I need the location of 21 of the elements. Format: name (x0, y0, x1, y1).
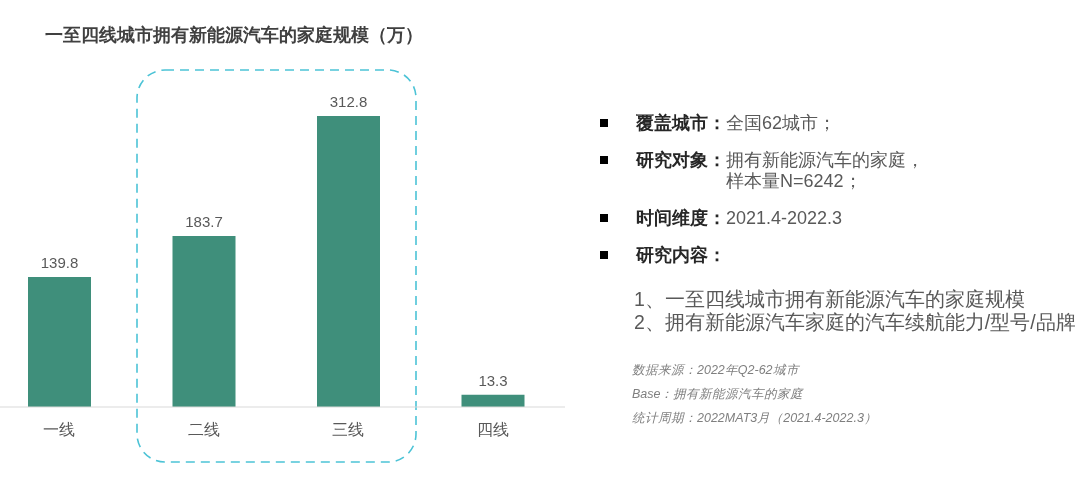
bar (28, 276, 91, 407)
data-label: 139.8 (40, 253, 79, 271)
bar (317, 116, 380, 407)
text: 覆盖城市：全国62城市； (636, 112, 837, 134)
x-tick-label: 一线 (43, 421, 76, 439)
text: 研究对象：拥有新能源汽车的家庭，样本量N=6242； (636, 149, 925, 192)
x-tick-label: 三线 (332, 421, 365, 439)
chart-title: 一至四线城市拥有新能源汽车的家庭规模（万） (45, 24, 423, 45)
text: 1、一至四线城市拥有新能源汽车的家庭规模 (634, 287, 1025, 310)
text: 统计周期：2022MAT3月（2021.4-2022.3） (632, 411, 877, 425)
text: 时间维度：2021.4-2022.3 (636, 207, 843, 229)
data-label: 13.3 (478, 371, 508, 389)
x-tick-label: 四线 (476, 421, 509, 439)
bar (172, 236, 236, 407)
data-label: 312.8 (329, 93, 368, 110)
text: 研究内容： (636, 244, 726, 266)
text: 2、拥有新能源汽车家庭的汽车续航能力/型号/品牌 (634, 310, 1076, 333)
data-label: 183.7 (185, 213, 223, 231)
x-tick-label: 二线 (187, 421, 220, 439)
text: Base：拥有新能源汽车的家庭 (632, 387, 804, 401)
source-note: 数据来源：2022年Q2-62城市 (632, 363, 799, 377)
